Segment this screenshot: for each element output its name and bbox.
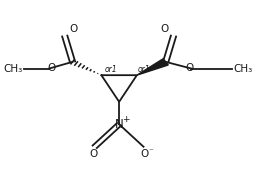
Text: N: N: [115, 118, 123, 131]
Text: +: +: [122, 115, 129, 124]
Text: CH₃: CH₃: [233, 63, 253, 73]
Polygon shape: [137, 59, 168, 75]
Text: or1: or1: [138, 64, 151, 73]
Text: O: O: [161, 24, 169, 34]
Text: O: O: [90, 149, 98, 159]
Text: or1: or1: [105, 64, 117, 73]
Text: O: O: [47, 63, 55, 73]
Text: O: O: [141, 149, 149, 159]
Text: ⁻: ⁻: [148, 148, 153, 157]
Text: O: O: [70, 24, 78, 34]
Text: CH₃: CH₃: [3, 63, 23, 73]
Text: O: O: [185, 63, 194, 73]
